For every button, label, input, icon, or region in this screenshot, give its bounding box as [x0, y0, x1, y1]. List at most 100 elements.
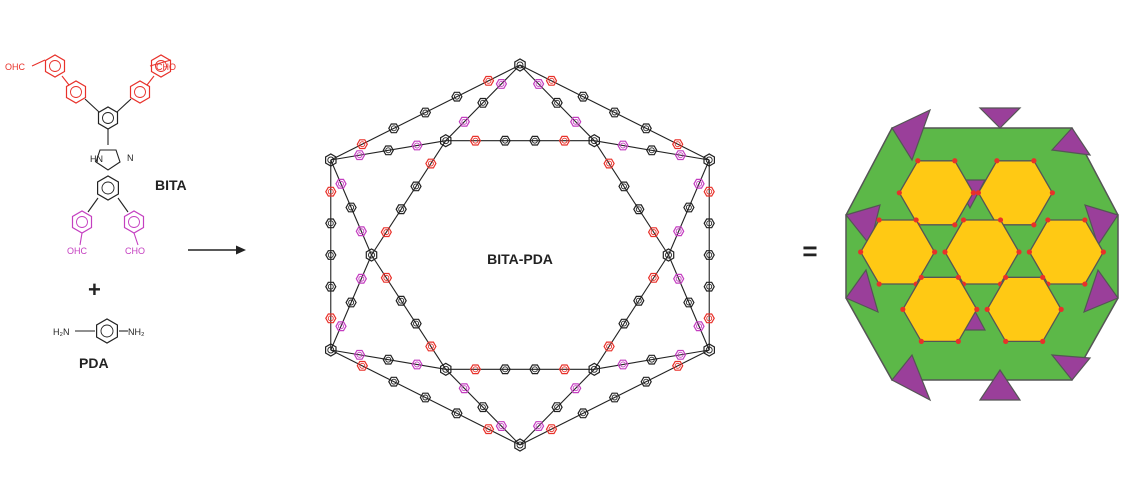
bond [87, 197, 99, 213]
linker-ring [382, 145, 394, 156]
vertex-dot [974, 306, 980, 312]
framework-network [325, 58, 716, 452]
bond [371, 254, 447, 370]
bond [149, 59, 172, 67]
linker-ring [570, 116, 582, 127]
bond [330, 64, 521, 161]
linker-ring [495, 421, 508, 431]
linker-ring [425, 341, 437, 352]
vertex-dot [952, 158, 958, 164]
bond [445, 368, 521, 446]
triangle-tile [1083, 268, 1119, 314]
vertex-dot [997, 217, 1004, 223]
linker-ring [410, 181, 422, 192]
bond [593, 254, 669, 370]
vertex-dot [1049, 190, 1055, 196]
bond [519, 64, 595, 142]
node-ring [440, 362, 452, 376]
vertex-dot [970, 190, 976, 196]
linker-ring [345, 297, 357, 308]
linker-ring [683, 297, 695, 308]
vertex-dot [1045, 217, 1051, 223]
vertex-dot [1100, 249, 1106, 255]
linker-ring [551, 97, 563, 108]
magenta-ring-left [71, 210, 93, 234]
linker-ring [325, 281, 337, 292]
node-ring [703, 153, 716, 167]
linker-ring [411, 140, 423, 151]
amine-right-label: NH₂ [128, 327, 145, 337]
aldehyde-label-left-lower: OHC [67, 246, 88, 256]
vertex-dot [1058, 306, 1064, 312]
bita-magenta-arms [71, 197, 145, 246]
aldehyde-label-right: CHO [156, 62, 176, 72]
vertex-dot [952, 222, 958, 228]
linker-ring [451, 408, 463, 419]
linker-ring [618, 181, 630, 192]
vertex-dot [942, 249, 948, 255]
linker-ring [495, 78, 508, 89]
linker-ring [395, 204, 407, 215]
linker-ring [633, 295, 645, 306]
linker-ring [380, 272, 393, 283]
bond [117, 197, 129, 213]
linker-ring [674, 349, 687, 360]
imidazole-ring [95, 149, 121, 171]
bond [445, 64, 521, 142]
node-ring [514, 438, 526, 452]
bond [594, 140, 710, 161]
bond [79, 232, 83, 246]
linker-ring [325, 250, 337, 260]
linker-ring [640, 123, 652, 134]
linker-ring [617, 140, 629, 151]
equals-sign: = [802, 236, 817, 266]
vertex-dot [994, 158, 1000, 164]
bond [519, 64, 710, 161]
linker-ring [477, 97, 489, 108]
plus-sign: + [88, 277, 101, 302]
benzo-ring [96, 175, 120, 201]
vertex-dot [955, 274, 961, 280]
linker-ring [469, 135, 482, 146]
vertex-dot [918, 274, 924, 280]
linker-ring [673, 226, 685, 237]
node-ring [703, 343, 716, 357]
linker-ring [499, 364, 511, 375]
reaction-arrow [188, 245, 246, 255]
pda-molecule [75, 318, 128, 344]
linker-ring [646, 354, 658, 365]
node-ring [325, 153, 337, 167]
bond [330, 349, 521, 446]
triangle-tile [1050, 127, 1092, 156]
bond [667, 159, 710, 256]
linker-ring [577, 91, 589, 102]
node-ring [514, 58, 526, 72]
bond [133, 232, 139, 246]
red-ring-right [129, 80, 151, 104]
vertex-dot [1040, 274, 1046, 280]
vertex-dot [1003, 274, 1009, 280]
vertex-dot [1040, 338, 1046, 344]
triangle-tile [1050, 354, 1092, 381]
linker-ring [419, 392, 432, 403]
linker-ring [356, 360, 368, 371]
bond [667, 254, 710, 351]
linker-ring [325, 313, 337, 324]
linker-ring [646, 145, 658, 156]
triangle-tile [845, 268, 879, 314]
vertex-dot [1082, 217, 1088, 223]
pda-label: PDA [79, 355, 109, 371]
linker-ring [647, 272, 660, 283]
bond [31, 59, 46, 67]
bond [330, 140, 446, 161]
vertex-dot [1031, 158, 1037, 164]
vertex-dot [918, 338, 924, 344]
linker-ring [558, 135, 571, 146]
node-ring [365, 248, 378, 262]
node-ring [440, 134, 452, 148]
linker-ring [703, 186, 715, 197]
bond [519, 368, 595, 446]
linker-ring [672, 360, 684, 371]
linker-ring [703, 281, 715, 292]
bond [330, 349, 446, 370]
